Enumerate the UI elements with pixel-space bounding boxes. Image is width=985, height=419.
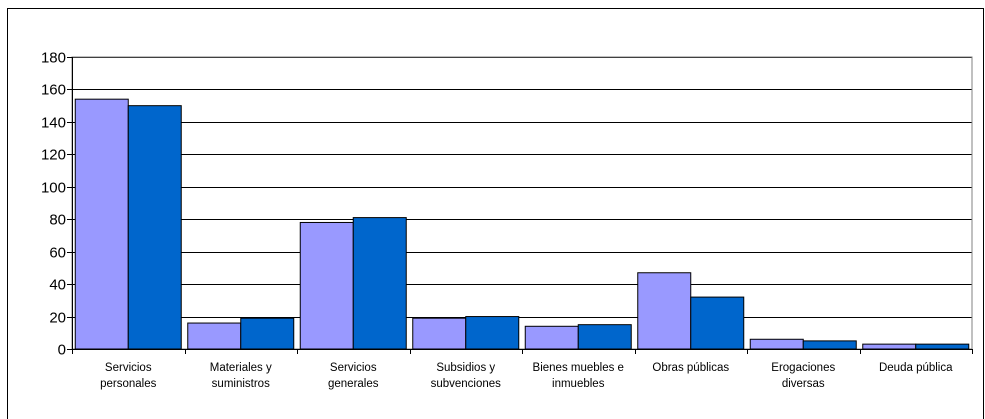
bar-series-2-cat-3: [352, 217, 407, 350]
y-tick-label: 100: [41, 180, 66, 197]
bar-series-1-cat-5: [524, 325, 579, 350]
bar-series-2-cat-6: [690, 296, 745, 350]
y-tick-label: 140: [41, 115, 66, 132]
axes: [72, 57, 973, 354]
y-tick-label: 40: [49, 277, 66, 294]
bar-series-2-cat-4: [465, 316, 520, 350]
bar-series-1-cat-3: [299, 221, 354, 350]
x-category-label: Erogaciones diversas: [771, 362, 835, 390]
bar-series-1-cat-2: [187, 322, 242, 350]
x-category-label: Servicios personales: [100, 362, 157, 390]
bar-series-2-cat-5: [577, 324, 632, 350]
y-tick-label: 180: [41, 50, 66, 67]
x-category-label: Servicios generales: [328, 362, 379, 390]
y-tick-label: 0: [58, 342, 66, 359]
y-axis-ticks: 0 20 40 60 80 100 120 140 160 180: [41, 50, 72, 359]
bar-series-2-cat-2: [240, 317, 295, 350]
y-tick-label: 80: [49, 212, 66, 229]
y-tick-label: 20: [49, 310, 66, 327]
y-tick-label: 160: [41, 82, 66, 99]
y-tick-label: 120: [41, 147, 66, 164]
bar-series-2-cat-1: [127, 105, 182, 350]
bar-series-1-cat-4: [412, 317, 467, 350]
x-axis-labels: Servicios personales Materiales y suministr…: [100, 362, 953, 390]
x-category-label: Deuda pública: [879, 362, 953, 374]
x-category-label: Bienes muebles e inmuebles: [533, 362, 624, 390]
bar-series-2-cat-8: [915, 343, 970, 350]
bar-series-1-cat-8: [862, 343, 917, 350]
y-tick-label: 60: [49, 245, 66, 262]
bar-series-2-cat-7: [802, 340, 857, 350]
bar-series-1-cat-7: [749, 338, 804, 350]
x-category-label: Materiales y suministros: [210, 362, 272, 390]
bar-series-1-cat-6: [637, 272, 692, 350]
bar-series-1-cat-1: [74, 98, 129, 350]
x-category-label: Subsidios y subvenciones: [431, 362, 502, 390]
x-category-label: Obras públicas: [652, 362, 729, 374]
